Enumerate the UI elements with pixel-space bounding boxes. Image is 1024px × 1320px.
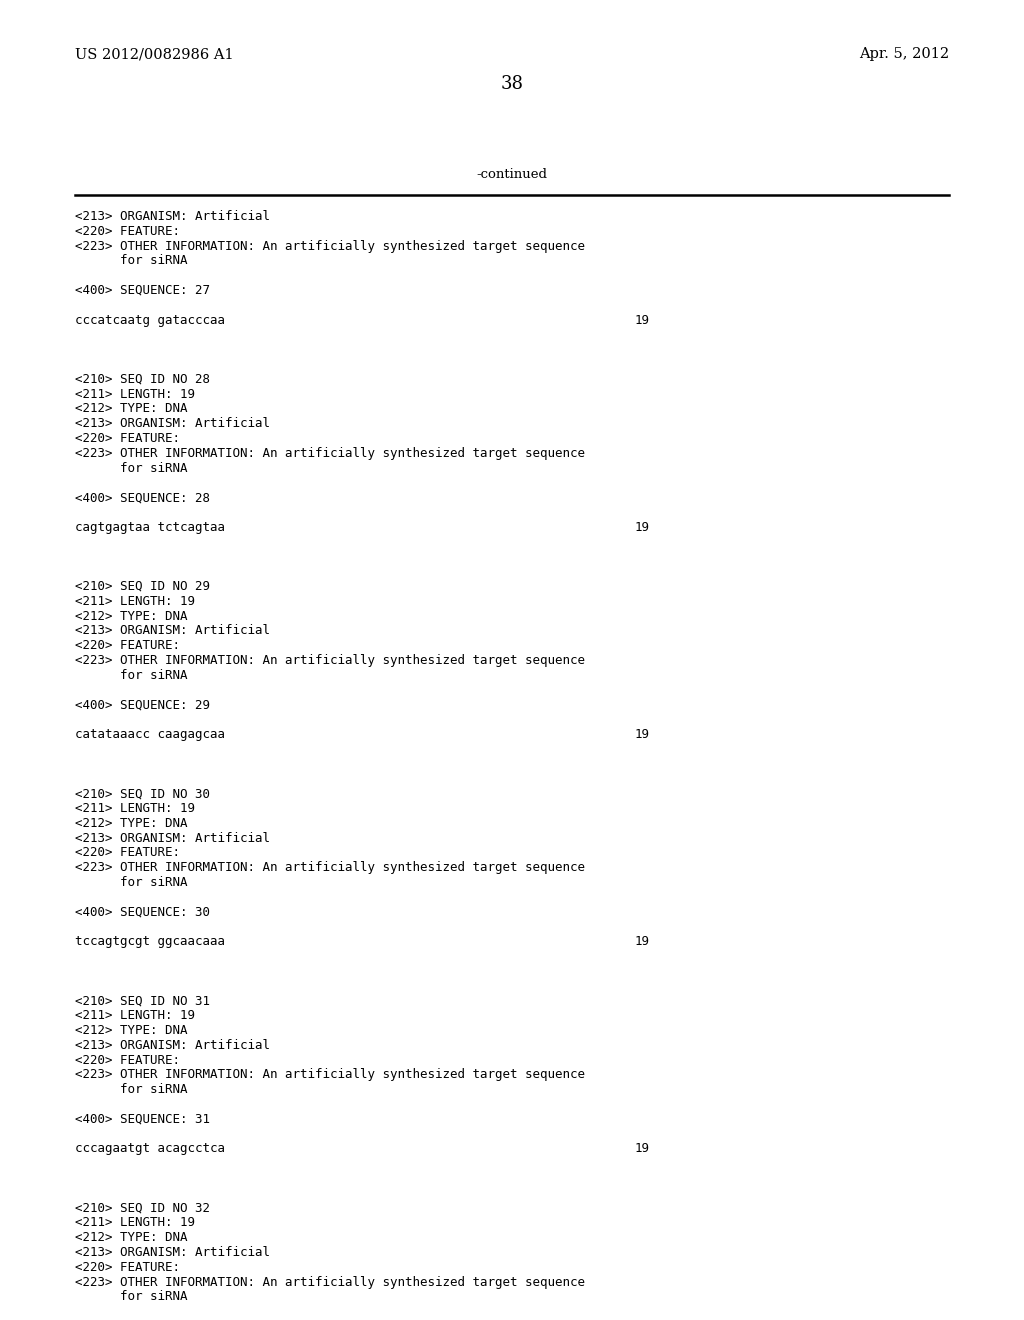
- Text: 19: 19: [635, 314, 650, 326]
- Text: -continued: -continued: [476, 168, 548, 181]
- Text: <213> ORGANISM: Artificial: <213> ORGANISM: Artificial: [75, 210, 270, 223]
- Text: <223> OTHER INFORMATION: An artificially synthesized target sequence: <223> OTHER INFORMATION: An artificially…: [75, 653, 585, 667]
- Text: <213> ORGANISM: Artificial: <213> ORGANISM: Artificial: [75, 832, 270, 845]
- Text: <210> SEQ ID NO 29: <210> SEQ ID NO 29: [75, 579, 210, 593]
- Text: <220> FEATURE:: <220> FEATURE:: [75, 1053, 180, 1067]
- Text: <211> LENGTH: 19: <211> LENGTH: 19: [75, 595, 195, 607]
- Text: <211> LENGTH: 19: <211> LENGTH: 19: [75, 1217, 195, 1229]
- Text: <212> TYPE: DNA: <212> TYPE: DNA: [75, 1024, 187, 1038]
- Text: <212> TYPE: DNA: <212> TYPE: DNA: [75, 403, 187, 416]
- Text: <211> LENGTH: 19: <211> LENGTH: 19: [75, 803, 195, 814]
- Text: <220> FEATURE:: <220> FEATURE:: [75, 846, 180, 859]
- Text: <212> TYPE: DNA: <212> TYPE: DNA: [75, 817, 187, 830]
- Text: <223> OTHER INFORMATION: An artificially synthesized target sequence: <223> OTHER INFORMATION: An artificially…: [75, 1068, 585, 1081]
- Text: for siRNA: for siRNA: [75, 255, 187, 268]
- Text: <400> SEQUENCE: 31: <400> SEQUENCE: 31: [75, 1113, 210, 1126]
- Text: <210> SEQ ID NO 32: <210> SEQ ID NO 32: [75, 1201, 210, 1214]
- Text: for siRNA: for siRNA: [75, 669, 187, 682]
- Text: <212> TYPE: DNA: <212> TYPE: DNA: [75, 1232, 187, 1245]
- Text: <213> ORGANISM: Artificial: <213> ORGANISM: Artificial: [75, 624, 270, 638]
- Text: <211> LENGTH: 19: <211> LENGTH: 19: [75, 388, 195, 400]
- Text: <211> LENGTH: 19: <211> LENGTH: 19: [75, 1010, 195, 1022]
- Text: <400> SEQUENCE: 27: <400> SEQUENCE: 27: [75, 284, 210, 297]
- Text: cccagaatgt acagcctca: cccagaatgt acagcctca: [75, 1142, 225, 1155]
- Text: <220> FEATURE:: <220> FEATURE:: [75, 432, 180, 445]
- Text: cccatcaatg gatacccaa: cccatcaatg gatacccaa: [75, 314, 225, 326]
- Text: for siRNA: for siRNA: [75, 462, 187, 475]
- Text: <210> SEQ ID NO 31: <210> SEQ ID NO 31: [75, 994, 210, 1007]
- Text: for siRNA: for siRNA: [75, 1291, 187, 1303]
- Text: <223> OTHER INFORMATION: An artificially synthesized target sequence: <223> OTHER INFORMATION: An artificially…: [75, 240, 585, 252]
- Text: <400> SEQUENCE: 29: <400> SEQUENCE: 29: [75, 698, 210, 711]
- Text: catataaacc caagagcaa: catataaacc caagagcaa: [75, 729, 225, 741]
- Text: <213> ORGANISM: Artificial: <213> ORGANISM: Artificial: [75, 1039, 270, 1052]
- Text: <213> ORGANISM: Artificial: <213> ORGANISM: Artificial: [75, 1246, 270, 1259]
- Text: <220> FEATURE:: <220> FEATURE:: [75, 1261, 180, 1274]
- Text: cagtgagtaa tctcagtaa: cagtgagtaa tctcagtaa: [75, 521, 225, 533]
- Text: <223> OTHER INFORMATION: An artificially synthesized target sequence: <223> OTHER INFORMATION: An artificially…: [75, 1275, 585, 1288]
- Text: <223> OTHER INFORMATION: An artificially synthesized target sequence: <223> OTHER INFORMATION: An artificially…: [75, 446, 585, 459]
- Text: tccagtgcgt ggcaacaaa: tccagtgcgt ggcaacaaa: [75, 935, 225, 948]
- Text: <223> OTHER INFORMATION: An artificially synthesized target sequence: <223> OTHER INFORMATION: An artificially…: [75, 861, 585, 874]
- Text: <210> SEQ ID NO 28: <210> SEQ ID NO 28: [75, 372, 210, 385]
- Text: 19: 19: [635, 935, 650, 948]
- Text: <220> FEATURE:: <220> FEATURE:: [75, 639, 180, 652]
- Text: <220> FEATURE:: <220> FEATURE:: [75, 224, 180, 238]
- Text: 19: 19: [635, 521, 650, 533]
- Text: 19: 19: [635, 729, 650, 741]
- Text: for siRNA: for siRNA: [75, 876, 187, 888]
- Text: 38: 38: [501, 75, 523, 92]
- Text: 19: 19: [635, 1142, 650, 1155]
- Text: US 2012/0082986 A1: US 2012/0082986 A1: [75, 48, 233, 61]
- Text: <213> ORGANISM: Artificial: <213> ORGANISM: Artificial: [75, 417, 270, 430]
- Text: <212> TYPE: DNA: <212> TYPE: DNA: [75, 610, 187, 623]
- Text: Apr. 5, 2012: Apr. 5, 2012: [859, 48, 949, 61]
- Text: <400> SEQUENCE: 30: <400> SEQUENCE: 30: [75, 906, 210, 919]
- Text: for siRNA: for siRNA: [75, 1084, 187, 1096]
- Text: <400> SEQUENCE: 28: <400> SEQUENCE: 28: [75, 491, 210, 504]
- Text: <210> SEQ ID NO 30: <210> SEQ ID NO 30: [75, 787, 210, 800]
